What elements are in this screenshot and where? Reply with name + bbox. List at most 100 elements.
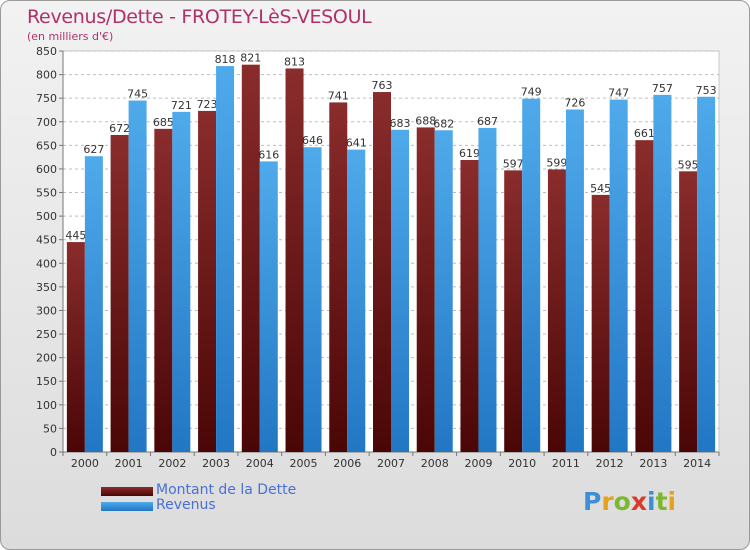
value-label-dette: 445 [65,229,86,242]
value-label-revenus: 646 [302,134,323,147]
value-label-revenus: 749 [521,86,542,99]
bar-revenus-2014 [697,96,716,453]
value-label-dette: 688 [415,114,436,127]
x-tick-label: 2007 [377,457,405,470]
legend-swatch-revenus [101,502,153,511]
value-label-dette: 741 [328,89,349,102]
value-label-revenus: 616 [258,148,279,161]
x-tick-label: 2010 [508,457,536,470]
y-tick-label: 200 [36,352,57,365]
value-label-revenus: 753 [696,84,717,97]
value-label-revenus: 687 [477,115,498,128]
value-label-dette: 597 [503,157,524,170]
bar-dette-2005 [285,68,304,452]
x-tick-label: 2003 [202,457,230,470]
value-label-dette: 763 [372,79,393,92]
legend-swatch-dette [101,487,153,496]
value-label-dette: 672 [109,122,130,135]
logo-letter: r [601,487,614,516]
x-tick-label: 2008 [421,457,449,470]
y-tick-label: 650 [36,139,57,152]
x-tick-label: 2006 [333,457,361,470]
bar-dette-2011 [547,169,566,452]
value-label-revenus: 682 [433,117,454,130]
bar-dette-2001 [110,134,129,452]
value-label-dette: 599 [546,156,567,169]
value-label-dette: 661 [634,127,655,140]
y-tick-label: 450 [36,234,57,247]
bar-revenus-2007 [391,129,409,452]
logo-letter: t [655,487,668,516]
value-label-revenus: 818 [215,53,236,66]
bar-dette-2012 [591,194,610,452]
bar-revenus-2010 [522,98,541,453]
chart-subtitle: (en milliers d'€) [27,30,114,43]
bar-revenus-2001 [128,100,147,453]
bar-dette-2006 [329,102,348,452]
y-tick-label: 250 [36,328,57,341]
value-label-revenus: 726 [564,96,585,109]
bar-dette-2007 [373,92,391,453]
y-tick-label: 0 [50,446,57,459]
value-label-dette: 821 [240,52,261,65]
value-label-dette: 545 [590,182,611,195]
bar-dette-2004 [241,64,260,452]
value-label-dette: 813 [284,55,305,68]
y-tick-label: 500 [36,210,57,223]
x-tick-label: 2013 [639,457,667,470]
value-label-revenus: 627 [83,143,104,156]
bar-dette-2002 [154,128,173,452]
y-tick-label: 150 [36,375,57,388]
value-label-dette: 685 [153,116,174,129]
value-label-revenus: 641 [346,137,367,150]
bar-revenus-2008 [434,130,453,452]
x-tick-label: 2004 [246,457,274,470]
bar-revenus-2002 [172,111,191,452]
y-tick-label: 750 [36,92,57,105]
y-tick-label: 100 [36,399,57,412]
bar-dette-2008 [416,127,435,453]
logo-letter: i [647,487,656,516]
bar-revenus-2006 [347,149,366,452]
value-label-revenus: 757 [652,82,673,95]
bar-revenus-2013 [653,94,672,452]
bar-revenus-2005 [303,147,322,453]
chart-title: Revenus/Dette - FROTEY-LèS-VESOUL [27,6,372,28]
logo-letter: x [630,487,647,516]
value-label-revenus: 721 [171,99,192,112]
value-label-dette: 619 [459,147,480,160]
y-tick-label: 300 [36,304,57,317]
legend-label-dette: Montant de la Dette [156,482,297,498]
x-tick-label: 2000 [71,457,99,470]
x-tick-label: 2014 [683,457,711,470]
x-tick-label: 2002 [158,457,186,470]
bar-revenus-2011 [565,109,584,452]
value-label-dette: 723 [197,98,218,111]
bar-revenus-2004 [259,161,278,452]
y-tick-label: 600 [36,163,57,176]
value-label-revenus: 747 [608,87,629,100]
y-tick-label: 800 [36,69,57,82]
bar-dette-2000 [66,242,85,452]
bar-dette-2003 [198,110,217,452]
x-tick-label: 2012 [596,457,624,470]
y-tick-label: 50 [43,422,57,435]
y-tick-label: 350 [36,281,57,294]
bar-dette-2009 [460,159,479,452]
bar-dette-2014 [679,171,698,453]
y-tick-label: 400 [36,257,57,270]
bar-dette-2013 [635,140,654,453]
bar-revenus-2000 [84,156,103,452]
y-tick-label: 550 [36,187,57,200]
x-tick-label: 2001 [115,457,143,470]
proxiti-logo: Proxiti [583,487,676,516]
x-tick-label: 2005 [290,457,318,470]
bar-revenus-2009 [478,127,497,452]
bar-dette-2010 [504,170,523,452]
y-tick-label: 700 [36,116,57,129]
value-label-revenus: 745 [127,88,148,101]
x-tick-label: 2011 [552,457,580,470]
logo-letter: i [667,487,677,516]
